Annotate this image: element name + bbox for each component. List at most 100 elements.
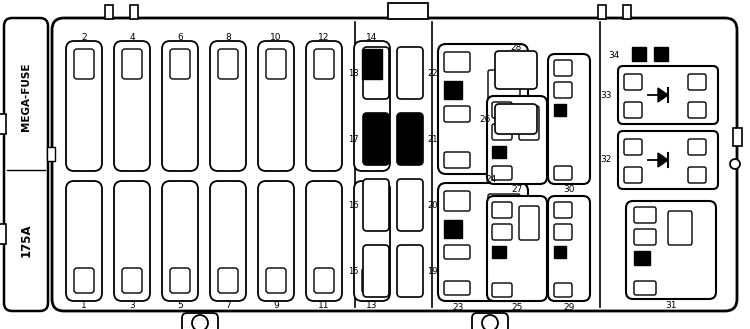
- FancyBboxPatch shape: [488, 194, 520, 238]
- Text: 4: 4: [129, 33, 135, 41]
- Bar: [388, 3, 428, 19]
- Text: 175A: 175A: [20, 224, 32, 258]
- FancyBboxPatch shape: [444, 245, 470, 259]
- Polygon shape: [658, 153, 668, 167]
- FancyBboxPatch shape: [162, 181, 198, 301]
- FancyBboxPatch shape: [306, 181, 342, 301]
- Text: 1: 1: [81, 300, 87, 310]
- FancyBboxPatch shape: [519, 206, 539, 240]
- Bar: [444, 220, 462, 238]
- FancyBboxPatch shape: [634, 207, 656, 223]
- Text: 34: 34: [608, 52, 619, 61]
- Text: 6: 6: [177, 33, 183, 41]
- Text: 12: 12: [318, 33, 330, 41]
- FancyBboxPatch shape: [668, 211, 692, 245]
- FancyBboxPatch shape: [210, 181, 246, 301]
- Text: 18: 18: [348, 68, 359, 78]
- FancyBboxPatch shape: [170, 268, 190, 293]
- FancyBboxPatch shape: [618, 66, 718, 124]
- FancyBboxPatch shape: [314, 268, 334, 293]
- FancyBboxPatch shape: [362, 268, 382, 293]
- Text: 32: 32: [601, 156, 612, 164]
- FancyBboxPatch shape: [492, 166, 512, 180]
- Bar: [47, 147, 55, 161]
- FancyBboxPatch shape: [363, 47, 389, 99]
- Bar: [554, 104, 566, 116]
- FancyBboxPatch shape: [66, 181, 102, 301]
- Bar: [0, 224, 6, 244]
- Text: 22: 22: [427, 68, 437, 78]
- FancyBboxPatch shape: [258, 41, 294, 171]
- FancyBboxPatch shape: [548, 196, 590, 301]
- Circle shape: [730, 159, 740, 169]
- Bar: [362, 49, 382, 79]
- FancyBboxPatch shape: [487, 196, 547, 301]
- FancyBboxPatch shape: [554, 224, 572, 240]
- FancyBboxPatch shape: [492, 202, 512, 218]
- Text: 8: 8: [225, 33, 231, 41]
- FancyBboxPatch shape: [444, 152, 470, 168]
- FancyBboxPatch shape: [444, 281, 470, 295]
- Text: 15: 15: [349, 266, 359, 275]
- Text: 10: 10: [270, 33, 282, 41]
- FancyBboxPatch shape: [519, 106, 539, 140]
- FancyBboxPatch shape: [624, 74, 642, 90]
- Bar: [492, 146, 506, 158]
- FancyBboxPatch shape: [66, 41, 102, 171]
- FancyBboxPatch shape: [554, 60, 572, 76]
- Bar: [554, 246, 566, 258]
- FancyBboxPatch shape: [492, 102, 512, 118]
- FancyBboxPatch shape: [114, 181, 150, 301]
- FancyBboxPatch shape: [397, 179, 423, 231]
- FancyBboxPatch shape: [182, 313, 218, 329]
- FancyBboxPatch shape: [444, 52, 470, 72]
- FancyBboxPatch shape: [438, 183, 528, 301]
- FancyBboxPatch shape: [354, 181, 390, 301]
- FancyBboxPatch shape: [688, 139, 706, 155]
- FancyBboxPatch shape: [210, 41, 246, 171]
- FancyBboxPatch shape: [438, 44, 528, 174]
- FancyBboxPatch shape: [495, 104, 537, 134]
- FancyBboxPatch shape: [624, 167, 642, 183]
- FancyBboxPatch shape: [397, 245, 423, 297]
- FancyBboxPatch shape: [492, 124, 512, 140]
- FancyBboxPatch shape: [444, 106, 470, 122]
- Bar: [634, 251, 650, 265]
- FancyBboxPatch shape: [218, 49, 238, 79]
- Bar: [654, 47, 668, 61]
- FancyBboxPatch shape: [306, 41, 342, 171]
- FancyBboxPatch shape: [397, 47, 423, 99]
- FancyBboxPatch shape: [624, 139, 642, 155]
- Text: 23: 23: [452, 302, 464, 312]
- Text: 2: 2: [81, 33, 87, 41]
- FancyBboxPatch shape: [363, 179, 389, 231]
- FancyBboxPatch shape: [258, 181, 294, 301]
- FancyBboxPatch shape: [626, 201, 716, 299]
- Bar: [492, 246, 506, 258]
- FancyBboxPatch shape: [114, 41, 150, 171]
- FancyBboxPatch shape: [4, 18, 48, 311]
- Text: 27: 27: [512, 186, 523, 194]
- FancyBboxPatch shape: [554, 283, 572, 297]
- Bar: [598, 5, 606, 19]
- Text: 11: 11: [318, 300, 330, 310]
- FancyBboxPatch shape: [618, 131, 718, 189]
- Text: 25: 25: [512, 302, 523, 312]
- Text: MEGA-FUSE: MEGA-FUSE: [21, 63, 31, 131]
- FancyBboxPatch shape: [162, 41, 198, 171]
- Text: 29: 29: [563, 302, 574, 312]
- FancyBboxPatch shape: [487, 96, 547, 184]
- Bar: [623, 5, 631, 19]
- Polygon shape: [658, 88, 668, 102]
- FancyBboxPatch shape: [444, 191, 470, 211]
- Text: 31: 31: [665, 300, 676, 310]
- Bar: [130, 5, 138, 19]
- FancyBboxPatch shape: [170, 49, 190, 79]
- FancyBboxPatch shape: [548, 54, 590, 184]
- FancyBboxPatch shape: [688, 167, 706, 183]
- FancyBboxPatch shape: [492, 224, 512, 240]
- Bar: [632, 47, 646, 61]
- Text: 28: 28: [510, 42, 522, 52]
- FancyBboxPatch shape: [634, 229, 656, 245]
- Circle shape: [482, 315, 498, 329]
